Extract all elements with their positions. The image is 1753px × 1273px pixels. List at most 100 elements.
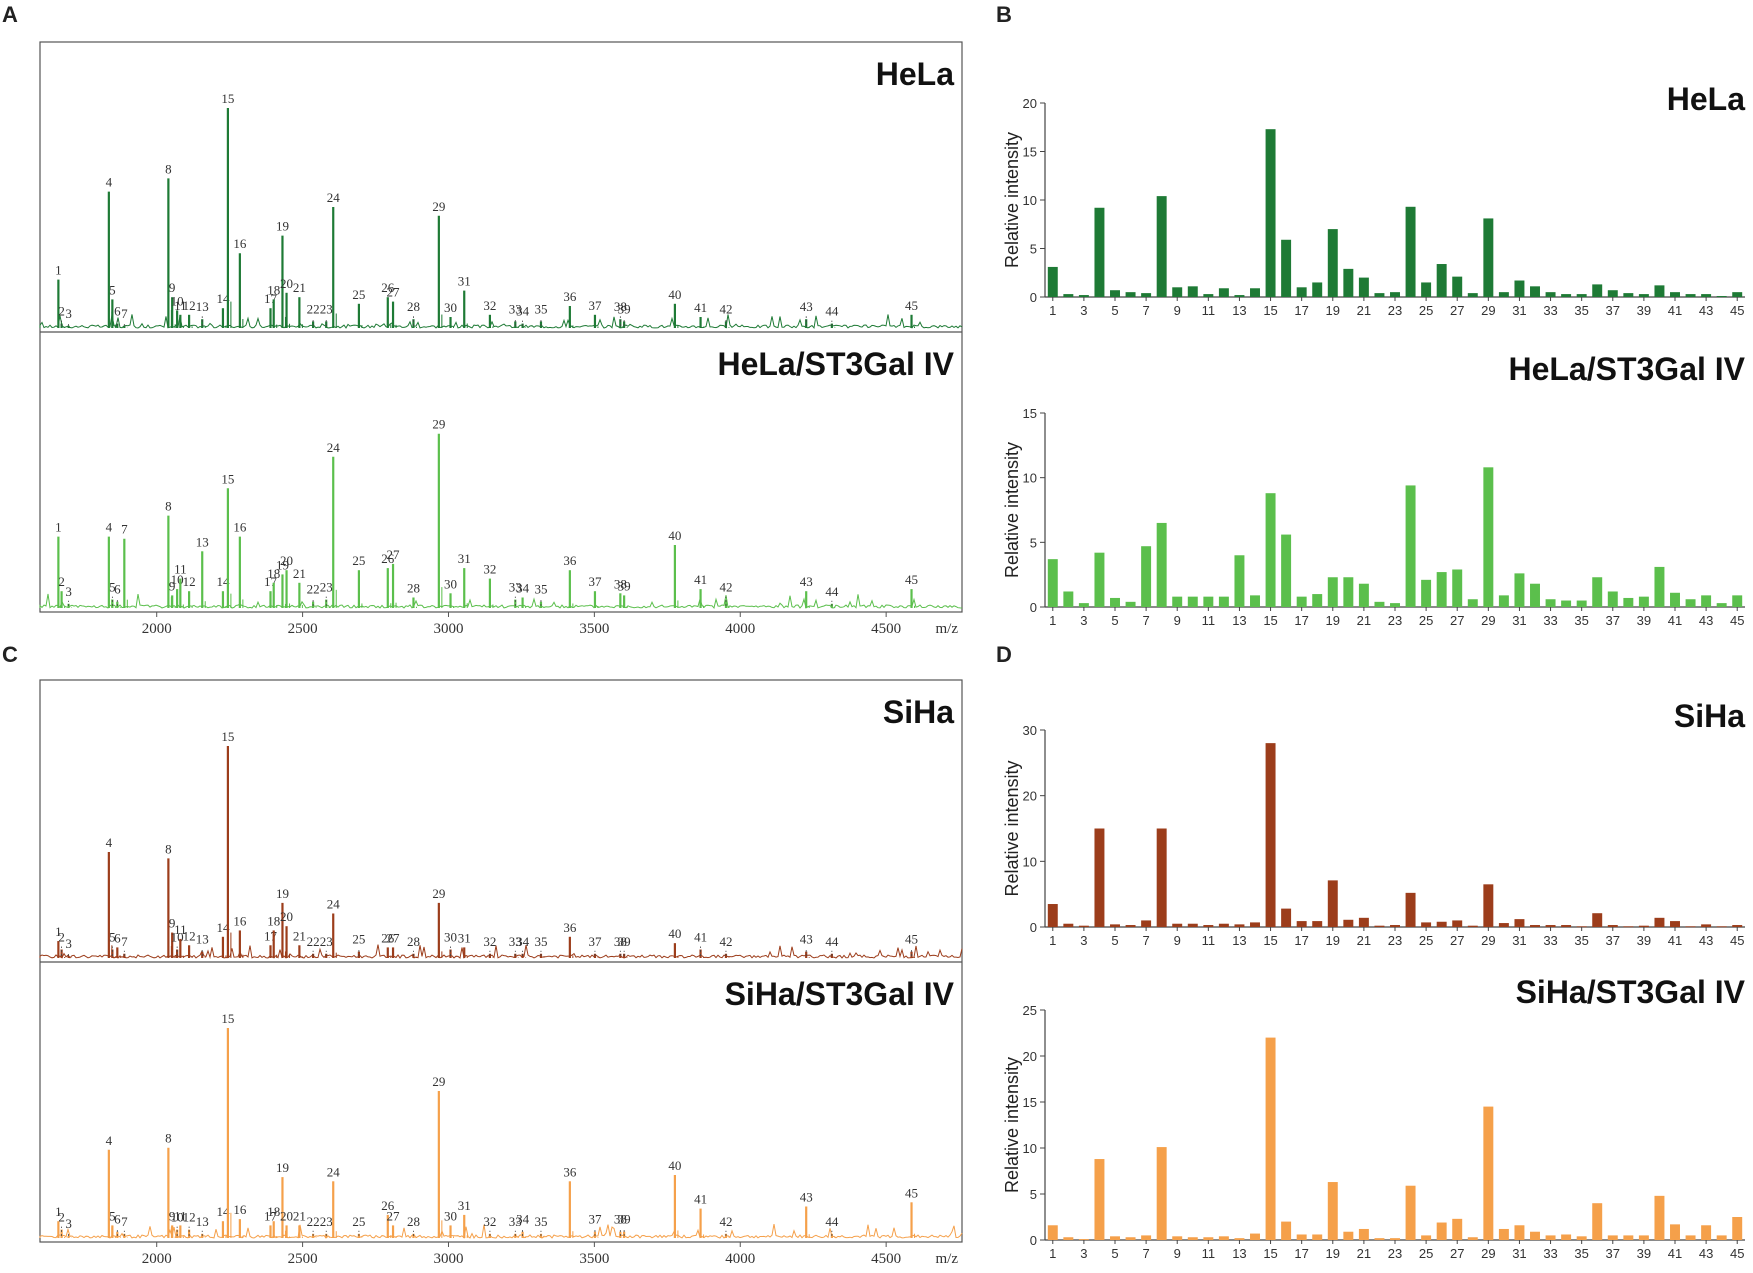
x-tick-label: 5 — [1111, 1246, 1118, 1261]
x-tick-label: 35 — [1574, 613, 1588, 628]
peak-label: 17 — [264, 1208, 278, 1223]
peak-label: 3 — [65, 936, 72, 951]
peak-label: 39 — [618, 1212, 631, 1227]
bar — [1530, 1231, 1540, 1240]
peak-label: 2 — [58, 930, 65, 945]
y-tick-label: 10 — [1023, 1141, 1037, 1156]
peak-label: 13 — [196, 1214, 209, 1229]
bar — [1358, 277, 1369, 297]
peak-label: 14 — [216, 574, 230, 589]
y-axis-label: Relative intensity — [1002, 132, 1022, 268]
bar-chart-title: SiHa — [1674, 698, 1745, 734]
peak-label: 33 — [509, 301, 522, 316]
x-tick-label: 31 — [1512, 613, 1526, 628]
bar — [1187, 1237, 1198, 1240]
peak-label: 40 — [668, 926, 681, 941]
peak-label: 42 — [719, 580, 732, 595]
peak-label: 8 — [165, 1131, 172, 1146]
peak-label: 14 — [216, 291, 230, 306]
bar — [1078, 295, 1089, 297]
bar — [1218, 288, 1229, 297]
bar — [1265, 1037, 1276, 1240]
bar — [1561, 600, 1572, 607]
x-tick-label: 17 — [1294, 1246, 1308, 1261]
bar — [1467, 925, 1478, 927]
bar — [1327, 880, 1338, 927]
peak-label: 28 — [407, 934, 420, 949]
peak-label: 26 — [381, 551, 395, 566]
peak-label: 15 — [221, 91, 234, 106]
x-tick-label: 21 — [1357, 933, 1371, 948]
bar — [1576, 294, 1587, 297]
peak-label: 35 — [534, 1214, 547, 1229]
bar — [1094, 1159, 1105, 1240]
bar — [1483, 467, 1494, 607]
bar — [1592, 284, 1603, 297]
peak-label: 9 — [169, 578, 176, 593]
peak-label: 44 — [825, 304, 839, 319]
x-tick-label: 3 — [1080, 933, 1087, 948]
peak-label: 44 — [825, 934, 839, 949]
bar — [1592, 1203, 1603, 1240]
y-axis-label: Relative intensity — [1002, 442, 1022, 578]
peak-label: 16 — [233, 520, 247, 535]
peak-label: 31 — [458, 1198, 471, 1213]
x-tick-label: 37 — [1606, 933, 1620, 948]
x-tick-label: 37 — [1606, 613, 1620, 628]
peak-label: 22 — [307, 301, 320, 316]
peak-label: 44 — [825, 584, 839, 599]
bar — [1498, 292, 1509, 297]
peak-label: 9 — [169, 280, 176, 295]
peak-label: 45 — [905, 572, 918, 587]
bar — [1156, 522, 1167, 607]
peak-label: 7 — [121, 522, 128, 537]
x-tick-label: 45 — [1730, 303, 1744, 318]
bar — [1218, 1236, 1229, 1240]
bar — [1047, 1225, 1058, 1240]
x-tick-label: 43 — [1699, 613, 1713, 628]
x-tick-label: 23 — [1388, 1246, 1402, 1261]
x-tick-label: 27 — [1450, 1246, 1464, 1261]
x-tick-label: 29 — [1481, 303, 1495, 318]
bar — [1110, 597, 1120, 607]
x-tick-label: 33 — [1543, 613, 1557, 628]
peak-label: 20 — [280, 909, 293, 924]
peak-label: 4 — [106, 175, 113, 190]
x-tick-label: 23 — [1388, 613, 1402, 628]
bar — [1265, 129, 1276, 297]
x-tick-label: 35 — [1574, 303, 1588, 318]
x-tick-label: 17 — [1294, 933, 1308, 948]
bar — [1358, 1228, 1369, 1240]
bar — [1545, 1235, 1556, 1240]
peak-label: 37 — [588, 574, 602, 589]
y-tick-label: 25 — [1023, 1003, 1037, 1018]
peak-label: 3 — [65, 584, 72, 599]
bar — [1483, 884, 1494, 927]
peak-label: 1 — [55, 1204, 62, 1219]
x-tick-label: 3500 — [579, 1251, 609, 1267]
x-tick-label: 39 — [1637, 933, 1651, 948]
peak-label: 15 — [221, 1011, 234, 1026]
bar — [1234, 295, 1245, 297]
y-tick-label: 5 — [1030, 1187, 1037, 1202]
peak-label: 22 — [307, 582, 320, 597]
y-tick-label: 30 — [1023, 723, 1037, 738]
peak-label: 4 — [106, 1133, 113, 1148]
bar — [1452, 569, 1463, 607]
peak-label: 4 — [106, 520, 113, 535]
peak-label: 23 — [320, 301, 333, 316]
peak-label: 32 — [483, 562, 496, 577]
bar — [1250, 288, 1260, 297]
peak-label: 23 — [320, 580, 333, 595]
x-tick-label: 2500 — [288, 1251, 318, 1267]
spectrum-frame-c — [39, 679, 963, 1243]
y-tick-label: 15 — [1023, 1095, 1037, 1110]
x-tick-label: 39 — [1637, 613, 1651, 628]
bar — [1374, 925, 1385, 927]
peak-label: 35 — [534, 582, 547, 597]
x-tick-label: 35 — [1574, 1246, 1588, 1261]
x-tick-label: 23 — [1388, 303, 1402, 318]
